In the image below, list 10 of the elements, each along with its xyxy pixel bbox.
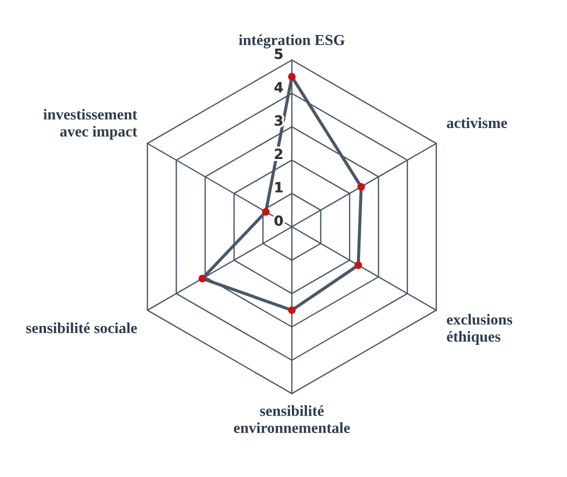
spoke-label: activisme xyxy=(446,117,508,128)
spoke-label: intégration ESG xyxy=(238,34,345,48)
spoke-label: investissement avec impact xyxy=(43,108,138,140)
y-tick-label: 5 xyxy=(274,48,283,60)
y-tick-label: 4 xyxy=(274,82,283,92)
spoke-label: exclusions éthiques xyxy=(446,314,512,345)
spoke-label: sensibilité environnementale xyxy=(234,405,350,434)
y-tick-label: 1 xyxy=(275,182,283,192)
spoke-label: sensibilité sociale xyxy=(26,322,137,334)
y-tick-label: 3 xyxy=(274,115,282,126)
